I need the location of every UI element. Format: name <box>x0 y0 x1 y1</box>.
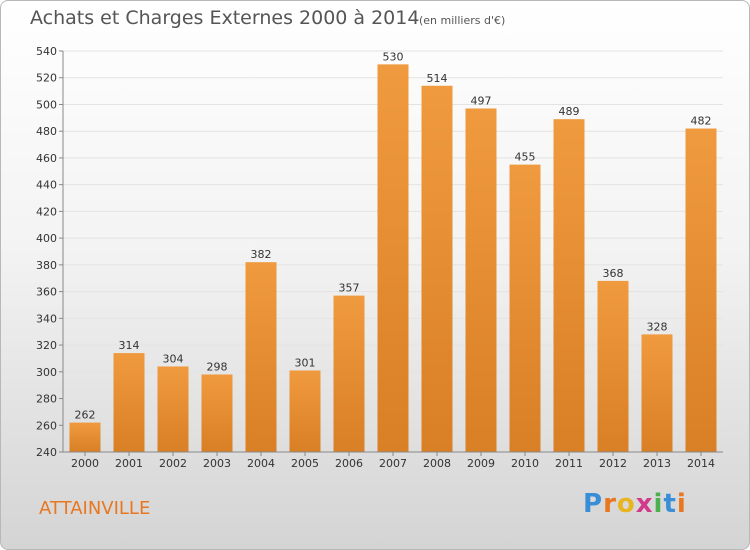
y-tick-label: 520 <box>36 72 57 85</box>
logo-letter: P <box>583 489 604 519</box>
bar-value-label: 482 <box>691 115 712 128</box>
bar-value-label: 368 <box>603 267 624 280</box>
logo-letter: x <box>635 489 654 519</box>
bar-value-label: 298 <box>207 360 228 373</box>
chart-subtitle: (en milliers d'€) <box>419 14 506 27</box>
x-tick-label: 2014 <box>687 457 715 470</box>
bar <box>553 119 585 453</box>
proxiti-logo: Proxiti <box>583 489 687 519</box>
bar <box>465 108 497 452</box>
bar <box>509 164 541 452</box>
bar-value-label: 262 <box>75 409 96 422</box>
y-tick-label: 480 <box>36 125 57 138</box>
x-tick-label: 2001 <box>115 457 143 470</box>
bar-value-label: 497 <box>471 94 492 107</box>
y-tick-label: 500 <box>36 98 57 111</box>
y-tick-label: 400 <box>36 232 57 245</box>
y-tick-label: 300 <box>36 366 57 379</box>
y-tick-label: 460 <box>36 152 57 165</box>
bar <box>597 280 629 452</box>
y-tick-label: 420 <box>36 205 57 218</box>
bar <box>333 295 365 452</box>
bar <box>157 366 189 452</box>
commune-name: ATTAINVILLE <box>39 498 151 519</box>
bar <box>201 374 233 452</box>
x-tick-label: 2006 <box>335 457 363 470</box>
bar-value-label: 328 <box>647 320 668 333</box>
y-tick-label: 380 <box>36 259 57 272</box>
bar-value-label: 489 <box>559 105 580 118</box>
bar-value-label: 357 <box>339 282 360 295</box>
bar-value-label: 301 <box>295 356 316 369</box>
bar <box>685 128 717 452</box>
bar-value-label: 455 <box>515 151 536 164</box>
x-tick-label: 2004 <box>247 457 275 470</box>
y-tick-label: 240 <box>36 446 57 459</box>
bar <box>113 353 145 452</box>
bar <box>377 64 409 452</box>
x-tick-label: 2003 <box>203 457 231 470</box>
logo-letter: i <box>653 489 664 519</box>
bar <box>421 85 453 453</box>
x-tick-label: 2007 <box>379 457 407 470</box>
bar-value-label: 514 <box>427 72 448 85</box>
logo-letter: r <box>603 489 617 519</box>
bar-value-label: 304 <box>163 352 184 365</box>
y-tick-label: 260 <box>36 419 57 432</box>
y-tick-label: 280 <box>36 393 57 406</box>
bar <box>245 262 277 452</box>
logo-letter: o <box>616 489 636 519</box>
y-tick-label: 320 <box>36 339 57 352</box>
bar-value-label: 382 <box>251 248 272 261</box>
logo-letter: i <box>676 489 687 519</box>
axes <box>59 50 723 456</box>
bar <box>641 334 673 452</box>
bar-value-label: 314 <box>119 339 140 352</box>
x-tick-label: 2010 <box>511 457 539 470</box>
bar-value-label: 530 <box>383 50 404 63</box>
bar <box>289 370 321 452</box>
bars <box>69 64 717 453</box>
x-tick-label: 2000 <box>71 457 99 470</box>
y-tick-label: 440 <box>36 179 57 192</box>
x-tick-label: 2009 <box>467 457 495 470</box>
x-tick-label: 2011 <box>555 457 583 470</box>
bar <box>69 422 101 452</box>
x-tick-label: 2013 <box>643 457 671 470</box>
chart-title: Achats et Charges Externes 2000 à 2014 <box>30 7 420 29</box>
y-tick-label: 360 <box>36 286 57 299</box>
x-tick-label: 2002 <box>159 457 187 470</box>
y-tick-label: 340 <box>36 312 57 325</box>
y-tick-label: 540 <box>36 45 57 58</box>
logo-letter: t <box>663 489 677 519</box>
x-tick-label: 2005 <box>291 457 319 470</box>
x-tick-label: 2008 <box>423 457 451 470</box>
x-tick-label: 2012 <box>599 457 627 470</box>
labels: 240 260 280 300 320 340 360 380 400 420 440 460 480 5… <box>36 45 715 470</box>
